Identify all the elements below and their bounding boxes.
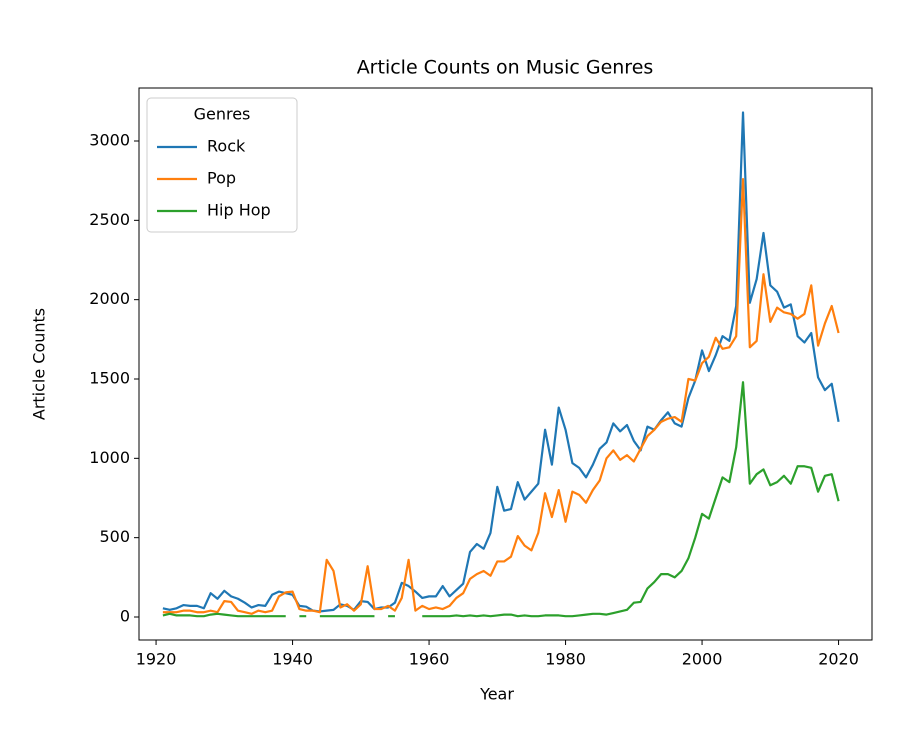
chart-title: Article Counts on Music Genres bbox=[357, 57, 654, 79]
x-tick-label: 1960 bbox=[409, 650, 450, 669]
series-line bbox=[162, 111, 840, 613]
y-axis-label: Article Counts bbox=[30, 308, 49, 420]
plot-frame bbox=[138, 87, 873, 641]
x-tick-label: 1980 bbox=[545, 650, 586, 669]
legend-box bbox=[146, 97, 298, 233]
series-line bbox=[162, 381, 840, 618]
legend-label: Rock bbox=[207, 137, 246, 156]
y-tick-label: 1500 bbox=[89, 368, 130, 387]
legend-label: Pop bbox=[207, 169, 236, 188]
x-tick-label: 1920 bbox=[136, 650, 177, 669]
y-tick-label: 1000 bbox=[89, 448, 130, 467]
y-tick-label: 3000 bbox=[89, 130, 130, 149]
x-tick-label: 2020 bbox=[818, 650, 859, 669]
x-tick-label: 1940 bbox=[272, 650, 313, 669]
x-axis-label: Year bbox=[479, 685, 514, 704]
legend-label: Hip Hop bbox=[207, 201, 271, 220]
y-tick-label: 500 bbox=[99, 527, 130, 546]
y-tick-label: 0 bbox=[120, 606, 130, 625]
y-tick-label: 2000 bbox=[89, 289, 130, 308]
series-line bbox=[162, 177, 840, 615]
legend: Genres Rock Pop Hip Hop bbox=[146, 97, 298, 233]
legend-title: Genres bbox=[194, 105, 251, 124]
x-tick-label: 2000 bbox=[682, 650, 723, 669]
y-tick-label: 2500 bbox=[89, 210, 130, 229]
